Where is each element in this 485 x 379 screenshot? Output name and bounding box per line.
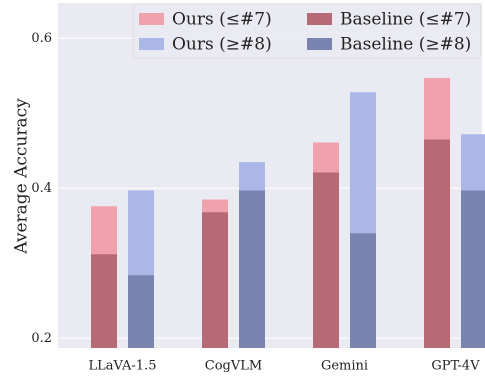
legend-swatch [307, 13, 332, 25]
legend-label: Baseline (≥#8) [340, 35, 471, 55]
y-tick-label: 0.2 [31, 331, 52, 346]
x-tick-label: Gemini [321, 359, 368, 374]
bar [128, 275, 154, 348]
bar [239, 190, 265, 348]
x-tick-label: GPT-4V [431, 359, 480, 374]
legend-box [132, 3, 482, 59]
legend-label: Ours (≥#8) [172, 35, 272, 55]
bar [91, 254, 117, 348]
bar [461, 190, 485, 348]
bar [202, 212, 228, 348]
bar [424, 139, 450, 348]
bar [313, 172, 339, 348]
legend-label: Ours (≤#7) [172, 10, 272, 30]
bar [350, 233, 376, 348]
x-tick-label: LLaVA-1.5 [89, 359, 157, 374]
x-tick-label: CogVLM [205, 359, 262, 374]
y-axis-label: Average Accuracy [12, 98, 32, 255]
legend-swatch [139, 38, 164, 50]
legend-swatch [139, 13, 164, 25]
legend-swatch [307, 38, 332, 50]
y-tick-label: 0.6 [31, 31, 52, 46]
y-tick-label: 0.4 [31, 181, 52, 196]
legend-label: Baseline (≤#7) [340, 10, 471, 30]
